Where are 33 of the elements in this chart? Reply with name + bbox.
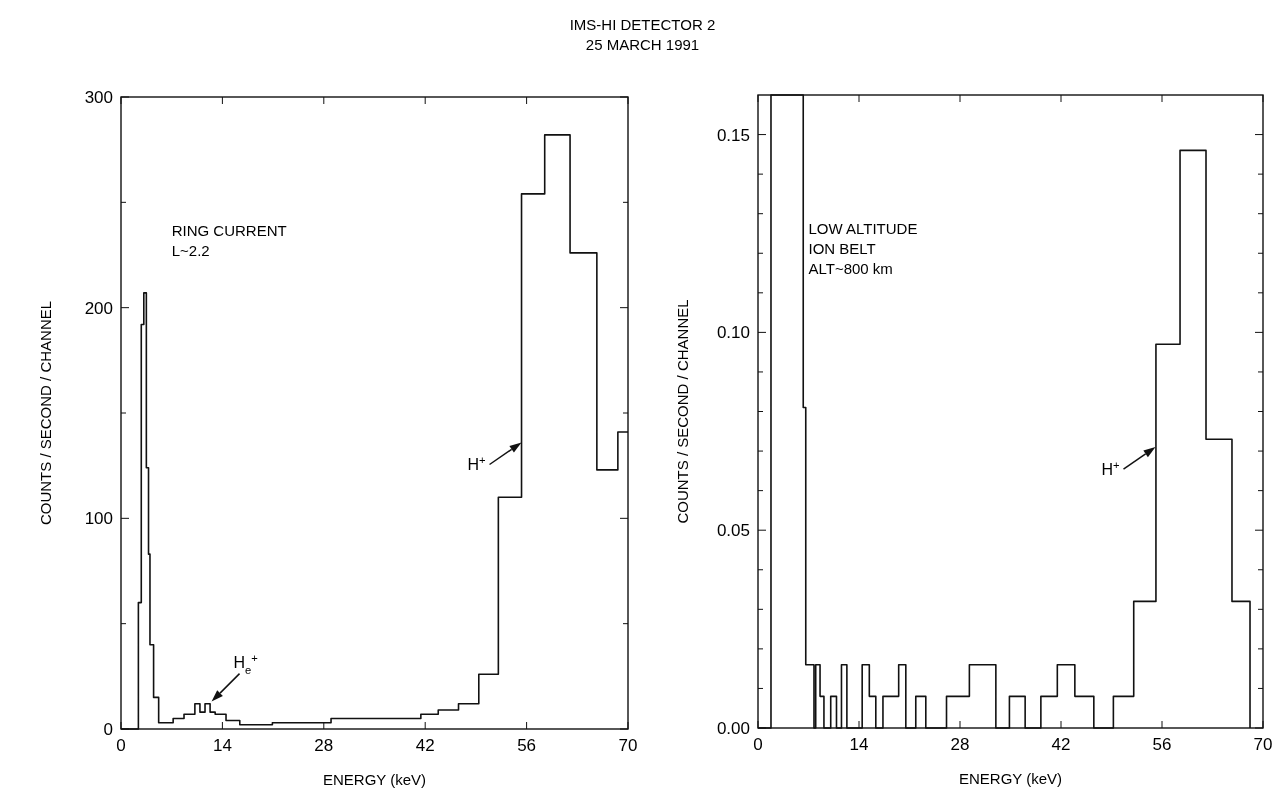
annotation: LOW ALTITUDE bbox=[808, 220, 918, 238]
y-tick-label: 0.15 bbox=[716, 125, 750, 145]
y-tick-label: 100 bbox=[84, 509, 113, 529]
x-tick-label: 28 bbox=[950, 735, 970, 754]
annotation: H$^{+}$ bbox=[467, 454, 486, 474]
y-axis-title: COUNTS / SECOND / CHANNEL bbox=[37, 300, 54, 526]
y-tick-label: 0.10 bbox=[716, 323, 750, 343]
y-axis-title: COUNTS / SECOND / CHANNEL bbox=[674, 299, 691, 524]
chart-title: IMS-HI DETECTOR 2 bbox=[569, 16, 716, 33]
y-tick-label: 0.05 bbox=[716, 521, 750, 541]
x-tick-label: 14 bbox=[849, 735, 869, 754]
x-tick-label: 14 bbox=[212, 736, 232, 755]
y-tick-label: 200 bbox=[84, 298, 113, 318]
x-axis-title: ENERGY (keV) bbox=[322, 771, 427, 788]
y-tick-label: 0.00 bbox=[716, 718, 750, 738]
annotation: RING CURRENT bbox=[171, 222, 287, 240]
x-axis-title: ENERGY (keV) bbox=[958, 770, 1063, 787]
annotation: L~2.2 bbox=[171, 242, 210, 260]
x-tick-label: 0 bbox=[116, 736, 126, 755]
annotation: ION BELT bbox=[808, 240, 876, 258]
chart-subtitle: 25 MARCH 1991 bbox=[585, 36, 700, 53]
annotation: ALT~800 km bbox=[808, 260, 893, 278]
x-tick-label: 56 bbox=[1152, 735, 1172, 754]
y-tick-label: 300 bbox=[84, 87, 113, 107]
x-tick-label: 28 bbox=[314, 736, 334, 755]
x-tick-label: 42 bbox=[415, 736, 435, 755]
x-tick-label: 42 bbox=[1051, 735, 1071, 754]
x-tick-label: 70 bbox=[618, 736, 638, 755]
annotation: H$^{+}$ bbox=[1101, 459, 1120, 479]
x-tick-label: 0 bbox=[753, 735, 763, 754]
x-tick-label: 56 bbox=[517, 736, 537, 755]
y-tick-label: 0 bbox=[103, 719, 113, 739]
x-tick-label: 70 bbox=[1253, 735, 1273, 754]
